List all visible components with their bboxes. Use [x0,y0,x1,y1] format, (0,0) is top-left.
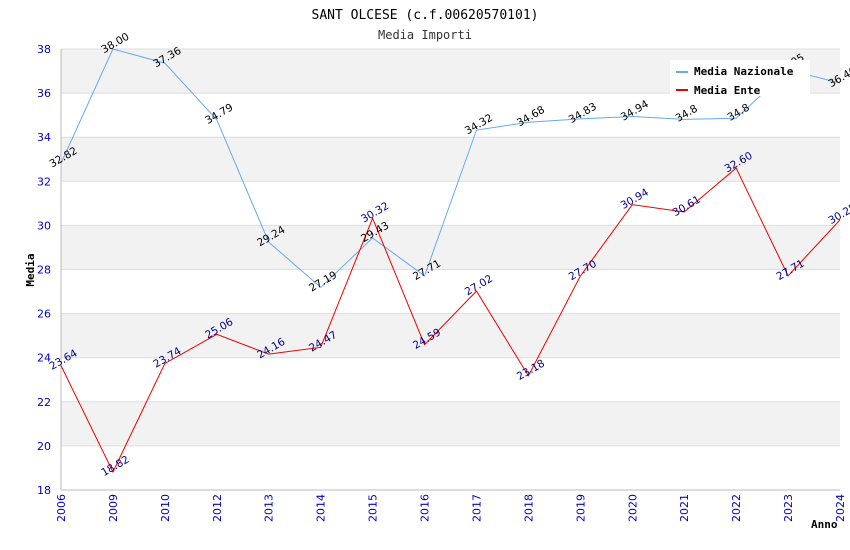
x-tick-label: 2013 [263,494,276,522]
x-tick-label: 2018 [522,494,535,522]
y-tick-label: 18 [37,484,51,497]
chart-subtitle: Media Importi [378,28,472,42]
x-tick-label: 2022 [730,494,743,522]
x-tick-label: 2006 [55,494,68,522]
y-tick-label: 38 [37,43,51,56]
x-tick-label: 2010 [159,494,172,522]
y-axis-label: Media [24,253,37,286]
y-tick-label: 34 [37,131,51,144]
series-lines [60,48,841,474]
y-tick-labels: 18 20 22 24 26 28 30 32 34 36 38 [37,43,51,497]
x-tick-label: 2014 [315,494,328,522]
y-tick-label: 28 [37,264,51,277]
y-tick-label: 22 [37,396,51,409]
grid-band [61,225,840,270]
grid-band [61,269,840,314]
x-tick-label: 2012 [211,494,224,522]
y-tick-label: 32 [37,175,51,188]
x-tick-label: 2015 [367,494,380,522]
series-line-media-nazionale [60,48,841,289]
grid-bands [61,49,840,490]
chart-title: SANT OLCESE (c.f.00620570101) [312,8,539,23]
x-tick-label: 2021 [678,494,691,522]
grid-band [61,93,840,138]
x-tick-label: 2024 [834,494,847,522]
x-tick-labels: 2006 2009 2010 2012 2013 2014 2015 2016 2017 2018… [55,494,847,522]
x-tick-label: 2019 [574,494,587,522]
x-tick-label: 2020 [626,494,639,522]
y-tick-label: 36 [37,87,51,100]
x-tick-label: 2009 [107,494,120,522]
legend: Media Nazionale Media Ente [670,60,810,97]
legend-label-media-nazionale: Media Nazionale [694,65,794,78]
x-tick-label: 2017 [470,494,483,522]
grid-band [61,137,840,182]
x-tick-label: 2023 [782,494,795,522]
grid-band [61,357,840,402]
series-line-media-ente [60,167,841,474]
y-tick-label: 30 [37,219,51,232]
x-tick-label: 2016 [419,494,432,522]
grid-band [61,401,840,446]
grid-band [61,313,840,358]
legend-box [670,60,810,96]
y-tick-label: 20 [37,440,51,453]
y-tick-label: 24 [37,352,51,365]
grid-band [61,445,840,490]
x-axis-label: Anno [811,518,838,531]
legend-label-media-ente: Media Ente [694,84,761,97]
y-tick-label: 26 [37,308,51,321]
